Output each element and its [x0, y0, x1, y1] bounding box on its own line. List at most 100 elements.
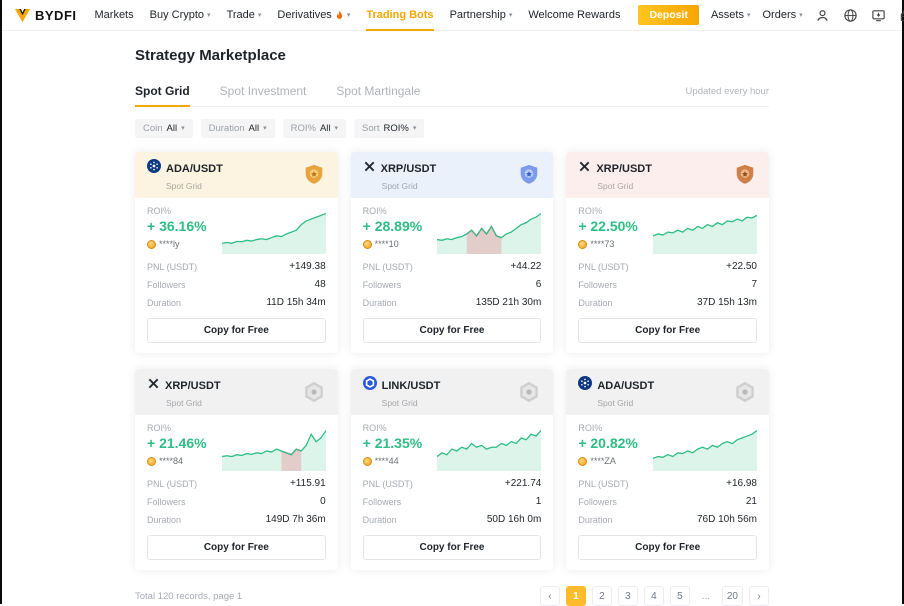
nav-item-trading-bots[interactable]: Trading Bots [366, 0, 434, 31]
updated-note: Updated every hour [685, 86, 769, 97]
followers-value: 1 [535, 496, 542, 507]
followers-row: Followers 6 [362, 279, 542, 290]
copy-for-free-button[interactable]: Copy for Free [362, 318, 542, 343]
nav-item-buy-crypto[interactable]: Buy Crypto ▾ [149, 9, 211, 21]
medal-icon [578, 239, 588, 249]
duration-value: 149D 7h 36m [265, 514, 326, 525]
bydfi-logo-icon [15, 8, 30, 22]
roi-sparkline-chart [221, 430, 326, 471]
pnl-row: PNL (USDT) +149.38 [147, 261, 326, 272]
copy-for-free-button[interactable]: Copy for Free [362, 535, 542, 560]
main-nav: Markets Buy Crypto ▾ Trade ▾ Derivatives ▾ … [94, 0, 621, 31]
roi-value: + 36.16% [147, 218, 207, 234]
page-button-20[interactable]: 20 [721, 586, 743, 606]
app-download-icon[interactable] [871, 7, 887, 23]
caret-down-icon: ▾ [263, 125, 267, 132]
filter-bar: Coin All ▾ Duration All ▾ ROI% All ▾ Sort ROI% ▾ [135, 119, 769, 138]
strategy-owner: ****44 [362, 456, 423, 466]
gift-rewards-icon[interactable] [899, 7, 904, 23]
page-button-1[interactable]: 1 [565, 586, 586, 606]
copy-for-free-button[interactable]: Copy for Free [147, 535, 326, 560]
caret-down-icon: ▾ [334, 125, 339, 132]
assets-menu[interactable]: Assets ▾ [710, 9, 751, 21]
strategy-card: LINK/USDT Spot Grid ROI% + 21.35% ****44… [350, 369, 554, 570]
roi-sparkline-chart [653, 214, 757, 254]
link-coin-icon [362, 376, 377, 395]
gray-rank-badge-icon [304, 381, 323, 403]
followers-row: Followers 1 [362, 496, 542, 507]
roi-value: + 21.35% [362, 435, 423, 451]
tab-spot-grid[interactable]: Spot Grid [135, 78, 190, 107]
top-right-actions: Deposit Assets ▾ Orders ▾ [638, 5, 904, 25]
strategy-owner: ****73 [578, 239, 638, 249]
pnl-row: PNL (USDT) +44.22 [362, 261, 542, 272]
roi-value: + 22.50% [578, 218, 638, 234]
duration-filter[interactable]: Duration All ▾ [200, 119, 275, 138]
pnl-row: PNL (USDT) +221.74 [362, 478, 542, 489]
card-header: XRP/USDT Spot Grid [135, 369, 338, 415]
roi-value: + 21.46% [147, 435, 207, 451]
strategy-type-label: Spot Grid [166, 181, 202, 191]
prev-page-button[interactable]: ‹ [539, 586, 560, 606]
strategy-owner: ****ZA [578, 456, 638, 466]
nav-item-derivatives[interactable]: Derivatives ▾ [277, 9, 351, 21]
pnl-value: +115.91 [289, 478, 326, 489]
card-header: LINK/USDT Spot Grid [350, 369, 554, 415]
next-page-button[interactable]: › [749, 586, 769, 606]
language-globe-icon[interactable] [843, 7, 859, 23]
caret-down-icon: ▾ [508, 11, 513, 19]
strategy-tabs: Spot Grid Spot Investment Spot Martingal… [135, 78, 769, 107]
pair-name: XRP/USDT [165, 379, 221, 392]
strategy-type-label: Spot Grid [381, 398, 418, 408]
copy-for-free-button[interactable]: Copy for Free [578, 318, 757, 343]
owner-name: ****84 [159, 456, 184, 466]
page-ellipsis: ... [695, 586, 716, 606]
pnl-value: +22.50 [726, 261, 757, 272]
strategy-card: ADA/USDT Spot Grid ROI% + 36.16% ****ly … [135, 152, 338, 353]
pnl-value: +221.74 [504, 478, 542, 489]
nav-item-partnership[interactable]: Partnership ▾ [449, 9, 513, 21]
flame-icon [336, 10, 342, 19]
page-button-5[interactable]: 5 [669, 586, 690, 606]
strategy-type-label: Spot Grid [166, 397, 202, 408]
page-button-3[interactable]: 3 [617, 586, 638, 606]
owner-name: ****44 [374, 456, 399, 466]
strategy-card: ADA/USDT Spot Grid ROI% + 20.82% ****ZA … [566, 369, 769, 570]
duration-value: 11D 15h 34m [266, 297, 326, 308]
card-header: XRP/USDT Spot Grid [350, 152, 554, 198]
strategy-card: XRP/USDT Spot Grid ROI% + 22.50% ****73 … [566, 152, 769, 353]
roi-sparkline-chart [437, 212, 542, 254]
page-button-4[interactable]: 4 [643, 586, 664, 606]
pnl-row: PNL (USDT) +22.50 [578, 261, 757, 272]
tab-spot-investment[interactable]: Spot Investment [219, 84, 307, 98]
medal-icon [362, 239, 372, 249]
nav-item-trade[interactable]: Trade ▾ [226, 9, 262, 21]
pnl-value: +149.38 [289, 261, 326, 272]
roi-value: + 20.82% [578, 435, 638, 451]
followers-value: 6 [535, 279, 542, 290]
user-account-icon[interactable] [815, 7, 831, 23]
caret-down-icon: ▾ [181, 125, 185, 132]
xrp-coin-icon [363, 160, 376, 178]
bydfi-logo[interactable]: BYDFI [14, 8, 77, 23]
roi-filter[interactable]: ROI% All ▾ [282, 119, 347, 138]
caret-down-icon: ▾ [257, 11, 262, 19]
pnl-value: +16.98 [726, 478, 757, 489]
copy-for-free-button[interactable]: Copy for Free [578, 535, 757, 560]
followers-value: 48 [314, 279, 326, 290]
pair-name: LINK/USDT [381, 379, 441, 392]
sort-filter[interactable]: Sort ROI% ▾ [354, 119, 425, 138]
duration-row: Duration 149D 7h 36m [147, 514, 326, 525]
deposit-button[interactable]: Deposit [638, 5, 699, 25]
nav-item-markets[interactable]: Markets [94, 9, 134, 21]
coin-filter[interactable]: Coin All ▾ [135, 119, 193, 138]
duration-row: Duration 11D 15h 34m [147, 297, 326, 308]
page-button-2[interactable]: 2 [591, 586, 612, 606]
copy-for-free-button[interactable]: Copy for Free [147, 318, 326, 343]
medal-icon [147, 456, 156, 466]
orders-menu[interactable]: Orders ▾ [762, 9, 803, 21]
tab-spot-martingale[interactable]: Spot Martingale [336, 84, 421, 98]
card-header: ADA/USDT Spot Grid [566, 369, 769, 415]
nav-item-welcome-rewards[interactable]: Welcome Rewards [528, 9, 621, 21]
results-footer: Total 120 records, page 1 ‹ 1 2 3 4 5 ..… [135, 586, 769, 606]
